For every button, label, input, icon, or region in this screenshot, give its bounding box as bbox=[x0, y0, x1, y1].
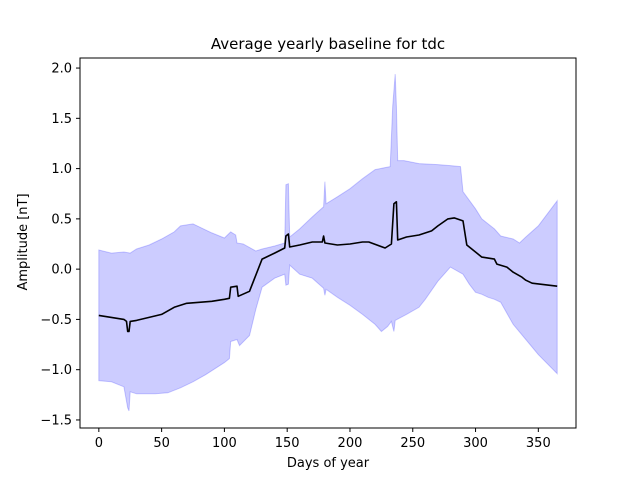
x-tick-label: 0 bbox=[95, 436, 103, 451]
y-tick-label: −1.5 bbox=[40, 413, 72, 428]
x-axis-label: Days of year bbox=[287, 456, 370, 471]
x-tick-label: 100 bbox=[212, 436, 237, 451]
y-tick-label: 1.0 bbox=[51, 162, 72, 177]
y-tick-label: 2.0 bbox=[51, 62, 72, 77]
y-tick-label: −1.0 bbox=[40, 363, 72, 378]
y-axis: −1.5 −1.0 −0.5 0.0 0.5 1.0 1.5 2.0 bbox=[40, 62, 80, 428]
x-tick-label: 200 bbox=[338, 436, 363, 451]
y-tick-label: 0.0 bbox=[51, 263, 72, 278]
chart-title: Average yearly baseline for tdc bbox=[211, 35, 445, 53]
y-tick-label: −0.5 bbox=[40, 313, 72, 328]
y-tick-label: 0.5 bbox=[51, 212, 72, 227]
y-tick-label: 1.5 bbox=[51, 112, 72, 127]
x-tick-label: 50 bbox=[153, 436, 170, 451]
x-tick-label: 300 bbox=[463, 436, 488, 451]
range-band bbox=[98, 74, 558, 412]
x-tick-label: 250 bbox=[400, 436, 425, 451]
mean-line bbox=[98, 201, 558, 333]
plot-area bbox=[98, 74, 558, 412]
x-tick-label: 350 bbox=[526, 436, 551, 451]
axes-frame bbox=[79, 57, 577, 429]
x-axis: 0 50 100 150 200 250 300 350 bbox=[95, 428, 551, 451]
y-axis-label: Amplitude [nT] bbox=[16, 193, 31, 290]
x-tick-label: 150 bbox=[275, 436, 300, 451]
